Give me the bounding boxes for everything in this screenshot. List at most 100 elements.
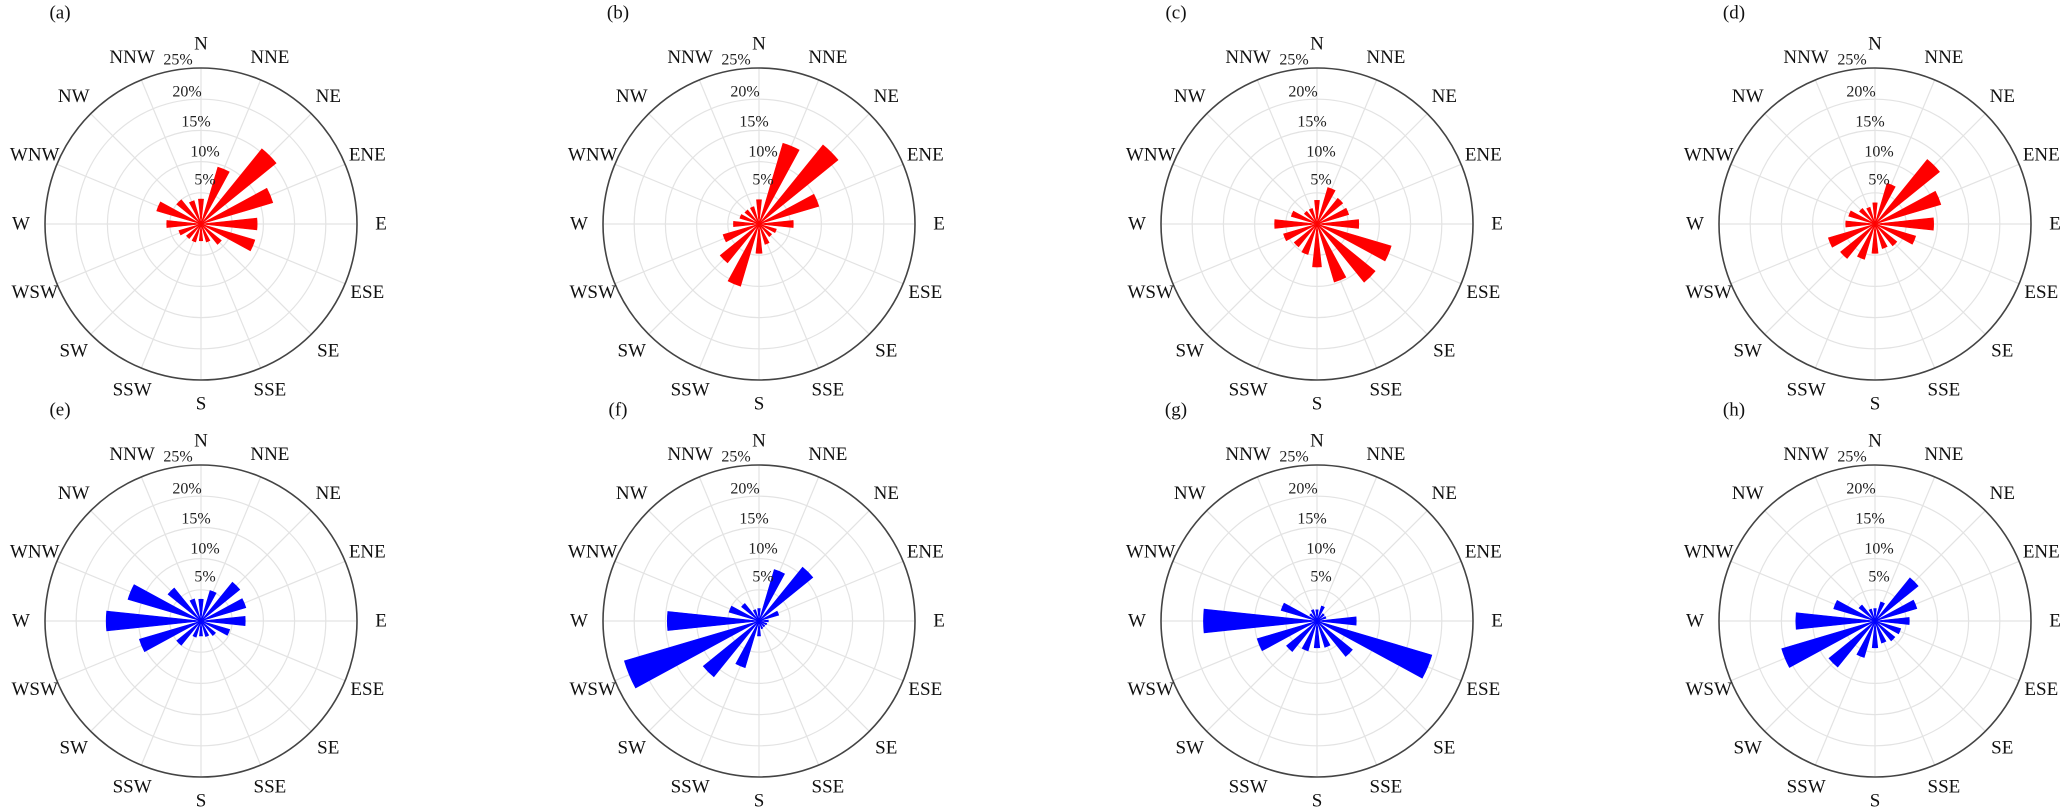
direction-label: SE	[1991, 341, 2013, 362]
direction-label: ESE	[350, 282, 384, 303]
grid-spoke	[1764, 510, 1876, 622]
bar-nnw	[749, 206, 760, 225]
bar-e	[1874, 617, 1910, 625]
bar-ene	[1316, 207, 1350, 225]
bar-s	[1871, 620, 1879, 649]
bar-nw	[741, 603, 760, 622]
bar-nne	[200, 166, 230, 225]
direction-label: E	[1491, 610, 1503, 631]
grid-spoke	[56, 223, 202, 285]
direction-label: NW	[1732, 86, 1764, 107]
bar-w	[105, 610, 202, 632]
bar-nnw	[1866, 206, 1876, 225]
radial-tick-label: 5%	[1868, 569, 1889, 586]
wind-rose-panel-d: 5% 10% 15% 20% 25%N NNE NE ENE E ESE SE SSE S SSW SW WS…	[1684, 2, 2061, 414]
direction-label: S	[1312, 393, 1323, 414]
bar-w	[1203, 608, 1318, 634]
bar-w	[666, 611, 760, 631]
direction-label: S	[1312, 790, 1323, 809]
direction-label: S	[196, 790, 207, 809]
grid-spoke	[140, 476, 202, 622]
direction-label: NNW	[667, 47, 712, 68]
direction-label: WSW	[1685, 679, 1732, 700]
bar-se	[1316, 620, 1353, 657]
panel-label: (b)	[607, 2, 629, 23]
radial-tick-label: 10%	[190, 541, 219, 558]
direction-label: ESE	[2024, 282, 2058, 303]
direction-label: WSW	[11, 679, 58, 700]
radial-tick-label: 20%	[1846, 84, 1875, 101]
grid-spoke	[648, 113, 760, 225]
bar-nne	[758, 142, 800, 225]
direction-label: SE	[317, 341, 339, 362]
direction-label: NNE	[808, 47, 847, 68]
direction-label: SE	[317, 738, 339, 759]
bar-wsw	[624, 620, 760, 689]
outer-ring	[1718, 67, 2032, 381]
direction-label: ESE	[908, 679, 942, 700]
radial-tick-label: 5%	[752, 569, 773, 586]
radial-tick-label: 25%	[163, 449, 192, 466]
direction-label: E	[933, 610, 945, 631]
panel-label: (f)	[609, 399, 628, 420]
direction-label: WSW	[569, 679, 616, 700]
wind-rose-panel-c: 5% 10% 15% 20% 25%N NNE NE ENE E ESE SE SSE S SSW SW WS…	[1126, 2, 1503, 414]
grid-spoke	[1206, 510, 1318, 622]
radial-tick-label: 10%	[748, 144, 777, 161]
bar-nne	[758, 569, 786, 622]
direction-label: NE	[1990, 483, 2015, 504]
direction-label: SSW	[671, 777, 710, 798]
direction-label: N	[194, 430, 208, 451]
direction-label: SE	[875, 341, 897, 362]
bar-e	[200, 616, 246, 626]
direction-label: SW	[617, 738, 646, 759]
direction-label: NE	[316, 86, 341, 107]
bar-nnw	[188, 200, 202, 225]
wind-rose-panel-a: 5% 10% 15% 20% 25%N NNE NE ENE E ESE SE SSE S SSW SW WS…	[10, 2, 387, 414]
radial-tick-label: 25%	[721, 52, 750, 69]
direction-label: SSW	[1787, 380, 1826, 401]
direction-label: W	[1686, 213, 1704, 234]
radial-tick-label: 5%	[1310, 569, 1331, 586]
direction-label: ESE	[350, 679, 384, 700]
bar-se	[1874, 620, 1896, 642]
bar-nne	[1316, 187, 1336, 225]
grid-spoke	[1874, 223, 1936, 369]
direction-label: N	[752, 430, 766, 451]
grid-spoke	[1316, 560, 1462, 622]
bar-sw	[702, 620, 760, 678]
grid-spoke	[1874, 476, 1936, 622]
bar-ne	[1874, 577, 1919, 622]
bar-nne	[1874, 182, 1896, 225]
direction-label: SSW	[1229, 777, 1268, 798]
direction-label: WSW	[1127, 679, 1174, 700]
grid-spoke	[1206, 113, 1318, 225]
direction-label: NW	[1174, 86, 1206, 107]
radial-tick-label: 25%	[1837, 449, 1866, 466]
bar-se	[1316, 223, 1376, 283]
bar-n	[756, 199, 762, 225]
bar-ese	[758, 223, 777, 234]
grid-spoke	[1764, 113, 1876, 225]
direction-label: WSW	[1685, 282, 1732, 303]
direction-label: W	[12, 610, 30, 631]
radial-tick-label: 15%	[1855, 114, 1884, 131]
radial-tick-label: 20%	[1288, 84, 1317, 101]
bar-wsw	[139, 620, 202, 653]
bar-wnw	[1848, 210, 1876, 225]
bar-wnw	[739, 214, 760, 225]
grid-spoke	[758, 620, 904, 682]
bar-wsw	[1256, 620, 1318, 652]
grid-spoke	[614, 163, 760, 225]
direction-label: SW	[1733, 341, 1762, 362]
direction-label: SSE	[254, 777, 287, 798]
bar-se	[200, 620, 216, 636]
bar-nw	[176, 199, 202, 225]
grid-spoke	[758, 560, 904, 622]
bar-ne	[1316, 197, 1344, 225]
bar-wsw	[1283, 223, 1318, 242]
direction-label: SSW	[1787, 777, 1826, 798]
bar-ese	[1874, 223, 1917, 245]
bar-ene	[1874, 190, 1942, 225]
bar-ssw	[1301, 620, 1318, 652]
